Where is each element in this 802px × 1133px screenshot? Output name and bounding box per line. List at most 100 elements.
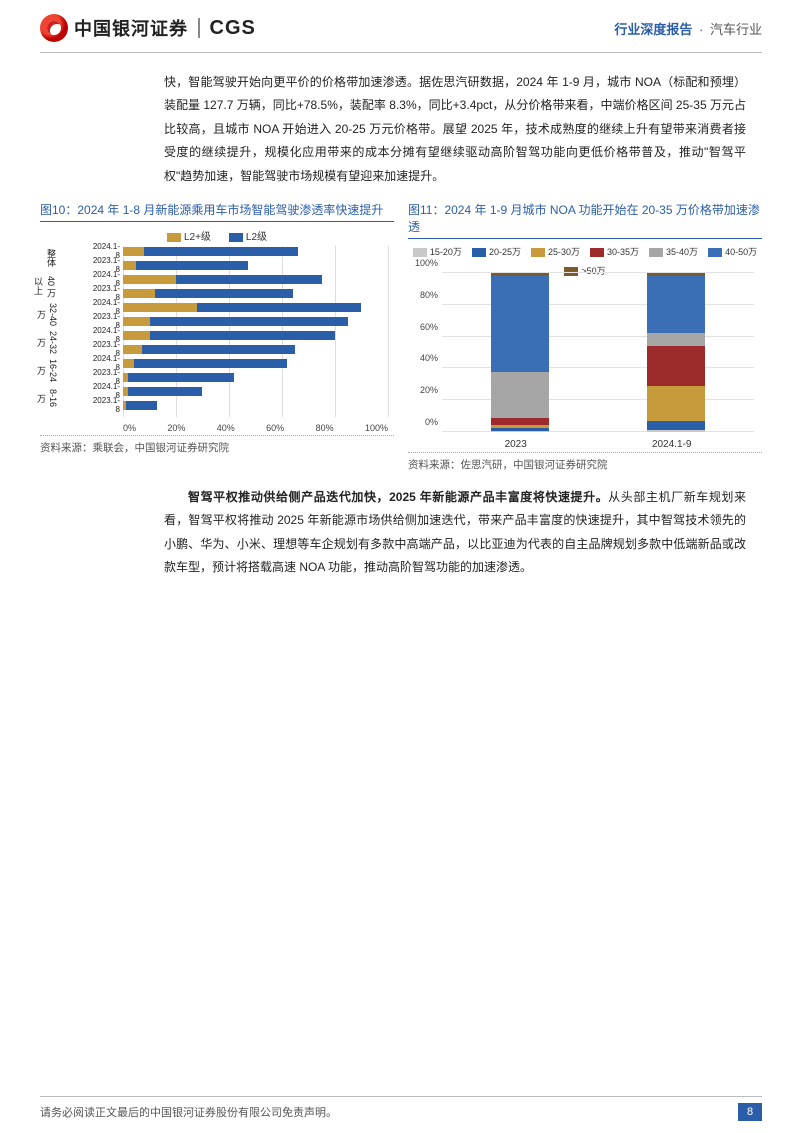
xtick: 100% xyxy=(365,423,388,433)
logo-icon xyxy=(40,14,68,42)
bar-segment-l2 xyxy=(144,247,298,256)
chart-10-xaxis: 0%20%40%60%80%100% xyxy=(123,423,388,433)
bar-segment xyxy=(647,346,705,386)
chart-10-area: L2+级L2级 整体2024.1-82023.1-840 万以上2024.1-8… xyxy=(40,226,394,436)
bar-row: 2023.1-8 xyxy=(90,344,388,355)
bar-row: 2023.1-8 xyxy=(90,400,388,411)
bar-row: 2024.1-8 xyxy=(90,246,388,257)
xtick: 80% xyxy=(316,423,334,433)
bar-segment-l2 xyxy=(136,261,247,270)
group-label: 16-24 万 xyxy=(40,358,58,383)
chart-10-source: 资料来源：乘联会，中国银河证券研究院 xyxy=(40,436,394,455)
bar-segment-l2plus xyxy=(123,247,144,256)
xtick: 2023 xyxy=(505,439,527,450)
bar-segment-l2plus xyxy=(123,303,197,312)
bar-segment xyxy=(647,333,705,346)
xtick: 60% xyxy=(266,423,284,433)
bar-segment-l2plus xyxy=(123,275,176,284)
bar-row: 2024.1-8 xyxy=(90,330,388,341)
bar-segment-l2plus xyxy=(123,345,142,354)
chart-11-plot xyxy=(442,273,754,432)
legend-item: 15-20万 xyxy=(413,245,462,258)
bar-segment xyxy=(647,386,705,421)
group-label: 24-32 万 xyxy=(40,330,58,355)
group-label: 整体 xyxy=(40,246,58,271)
legend-item: 40-50万 xyxy=(708,245,757,258)
bar-segment-l2 xyxy=(128,387,202,396)
group-label: 8-16 万 xyxy=(40,386,58,411)
ytick: 80% xyxy=(420,290,438,300)
logo-separator xyxy=(198,18,200,38)
bar-group: 整体2024.1-82023.1-8 xyxy=(90,246,388,274)
paragraph-1: 快，智能驾驶开始向更平价的价格带加速渗透。据佐思汽研数据，2024 年 1-9 … xyxy=(164,71,746,188)
page-number: 8 xyxy=(738,1103,762,1121)
bar-segment-l2 xyxy=(176,275,322,284)
bar-row: 2024.1-8 xyxy=(90,274,388,285)
bar-row: 2023.1-8 xyxy=(90,316,388,327)
page-header: 中国银河证券 CGS 行业深度报告 · 汽车行业 xyxy=(0,0,802,48)
ytick: 0% xyxy=(425,417,438,427)
ytick: 60% xyxy=(420,322,438,332)
bar-segment xyxy=(647,430,705,432)
bar-segment xyxy=(491,372,549,419)
stacked-bar xyxy=(491,273,549,432)
group-label: 40 万以上 xyxy=(40,274,58,299)
bar-segment-l2 xyxy=(142,345,296,354)
chart-11-area: 15-20万20-25万25-30万30-35万35-40万40-50万>50万… xyxy=(408,243,762,453)
legend-item: 30-35万 xyxy=(590,245,639,258)
bar-group: 32-40 万2024.1-82023.1-8 xyxy=(90,302,388,330)
bar-group: 16-24 万2024.1-82023.1-8 xyxy=(90,358,388,386)
paragraph-2: 智驾平权推动供给侧产品迭代加快，2025 年新能源产品丰富度将快速提升。从头部主… xyxy=(164,486,746,580)
ytick: 20% xyxy=(420,385,438,395)
bar-segment xyxy=(491,431,549,432)
xtick: 40% xyxy=(217,423,235,433)
disclaimer: 请务必阅读正文最后的中国银河证券股份有限公司免责声明。 xyxy=(40,1104,337,1120)
bar-segment-l2plus xyxy=(123,359,134,368)
industry-name: 汽车行业 xyxy=(710,22,762,37)
paragraph-2-lead: 智驾平权推动供给侧产品迭代加快，2025 年新能源产品丰富度将快速提升。 xyxy=(188,490,608,504)
chart-11-xaxis: 2023 2024.1-9 xyxy=(442,439,754,450)
header-dot: · xyxy=(699,22,703,37)
chart-11: 图11：2024 年 1-9 月城市 NOA 功能开始在 20-35 万价格带加… xyxy=(408,198,762,472)
legend-item: 20-25万 xyxy=(472,245,521,258)
bar-segment-l2plus xyxy=(123,331,150,340)
row-label: 2023.1-8 xyxy=(90,396,123,414)
bar-segment xyxy=(647,276,705,333)
bar-group: 40 万以上2024.1-82023.1-8 xyxy=(90,274,388,302)
bar-segment-l2 xyxy=(155,289,293,298)
brand-name-en: CGS xyxy=(210,17,256,40)
brand-name-cn: 中国银河证券 xyxy=(74,15,188,41)
charts-row: 图10：2024 年 1-8 月新能源乘用车市场智能驾驶渗透率快速提升 L2+级… xyxy=(40,198,762,472)
bar-group: 24-32 万2024.1-82023.1-8 xyxy=(90,330,388,358)
chart-11-title: 图11：2024 年 1-9 月城市 NOA 功能开始在 20-35 万价格带加… xyxy=(408,198,762,239)
ytick: 40% xyxy=(420,353,438,363)
chart-10-title: 图10：2024 年 1-8 月新能源乘用车市场智能驾驶渗透率快速提升 xyxy=(40,198,394,222)
bar-segment-l2 xyxy=(134,359,288,368)
bar-segment-l2 xyxy=(197,303,361,312)
bar-group: 8-16 万2024.1-82023.1-8 xyxy=(90,386,388,414)
bar-row: 2023.1-8 xyxy=(90,260,388,271)
chart-11-yaxis: 0%20%40%60%80%100% xyxy=(412,273,440,432)
chart-11-bars xyxy=(442,273,754,432)
bar-segment-l2plus xyxy=(123,289,155,298)
chart-10-plot: 整体2024.1-82023.1-840 万以上2024.1-82023.1-8… xyxy=(90,246,388,417)
bar-segment-l2 xyxy=(128,373,234,382)
xtick: 20% xyxy=(167,423,185,433)
legend-item: L2级 xyxy=(229,228,267,243)
group-label: 32-40 万 xyxy=(40,302,58,327)
bar-segment xyxy=(491,276,549,371)
logo-block: 中国银河证券 CGS xyxy=(40,14,256,42)
xtick: 2024.1-9 xyxy=(652,439,691,450)
bar-segment-l2plus xyxy=(123,261,136,270)
bar-row: 2024.1-8 xyxy=(90,386,388,397)
legend-item: 25-30万 xyxy=(531,245,580,258)
stacked-bar xyxy=(647,273,705,432)
bar-row: 2023.1-8 xyxy=(90,372,388,383)
chart-11-source: 资料来源：佐思汽研，中国银河证券研究院 xyxy=(408,453,762,472)
ytick: 100% xyxy=(415,258,438,268)
legend-item: 35-40万 xyxy=(649,245,698,258)
report-type: 行业深度报告 xyxy=(614,22,692,37)
header-right: 行业深度报告 · 汽车行业 xyxy=(614,19,762,38)
bar-segment-l2 xyxy=(126,401,158,410)
bar-row: 2024.1-8 xyxy=(90,358,388,369)
